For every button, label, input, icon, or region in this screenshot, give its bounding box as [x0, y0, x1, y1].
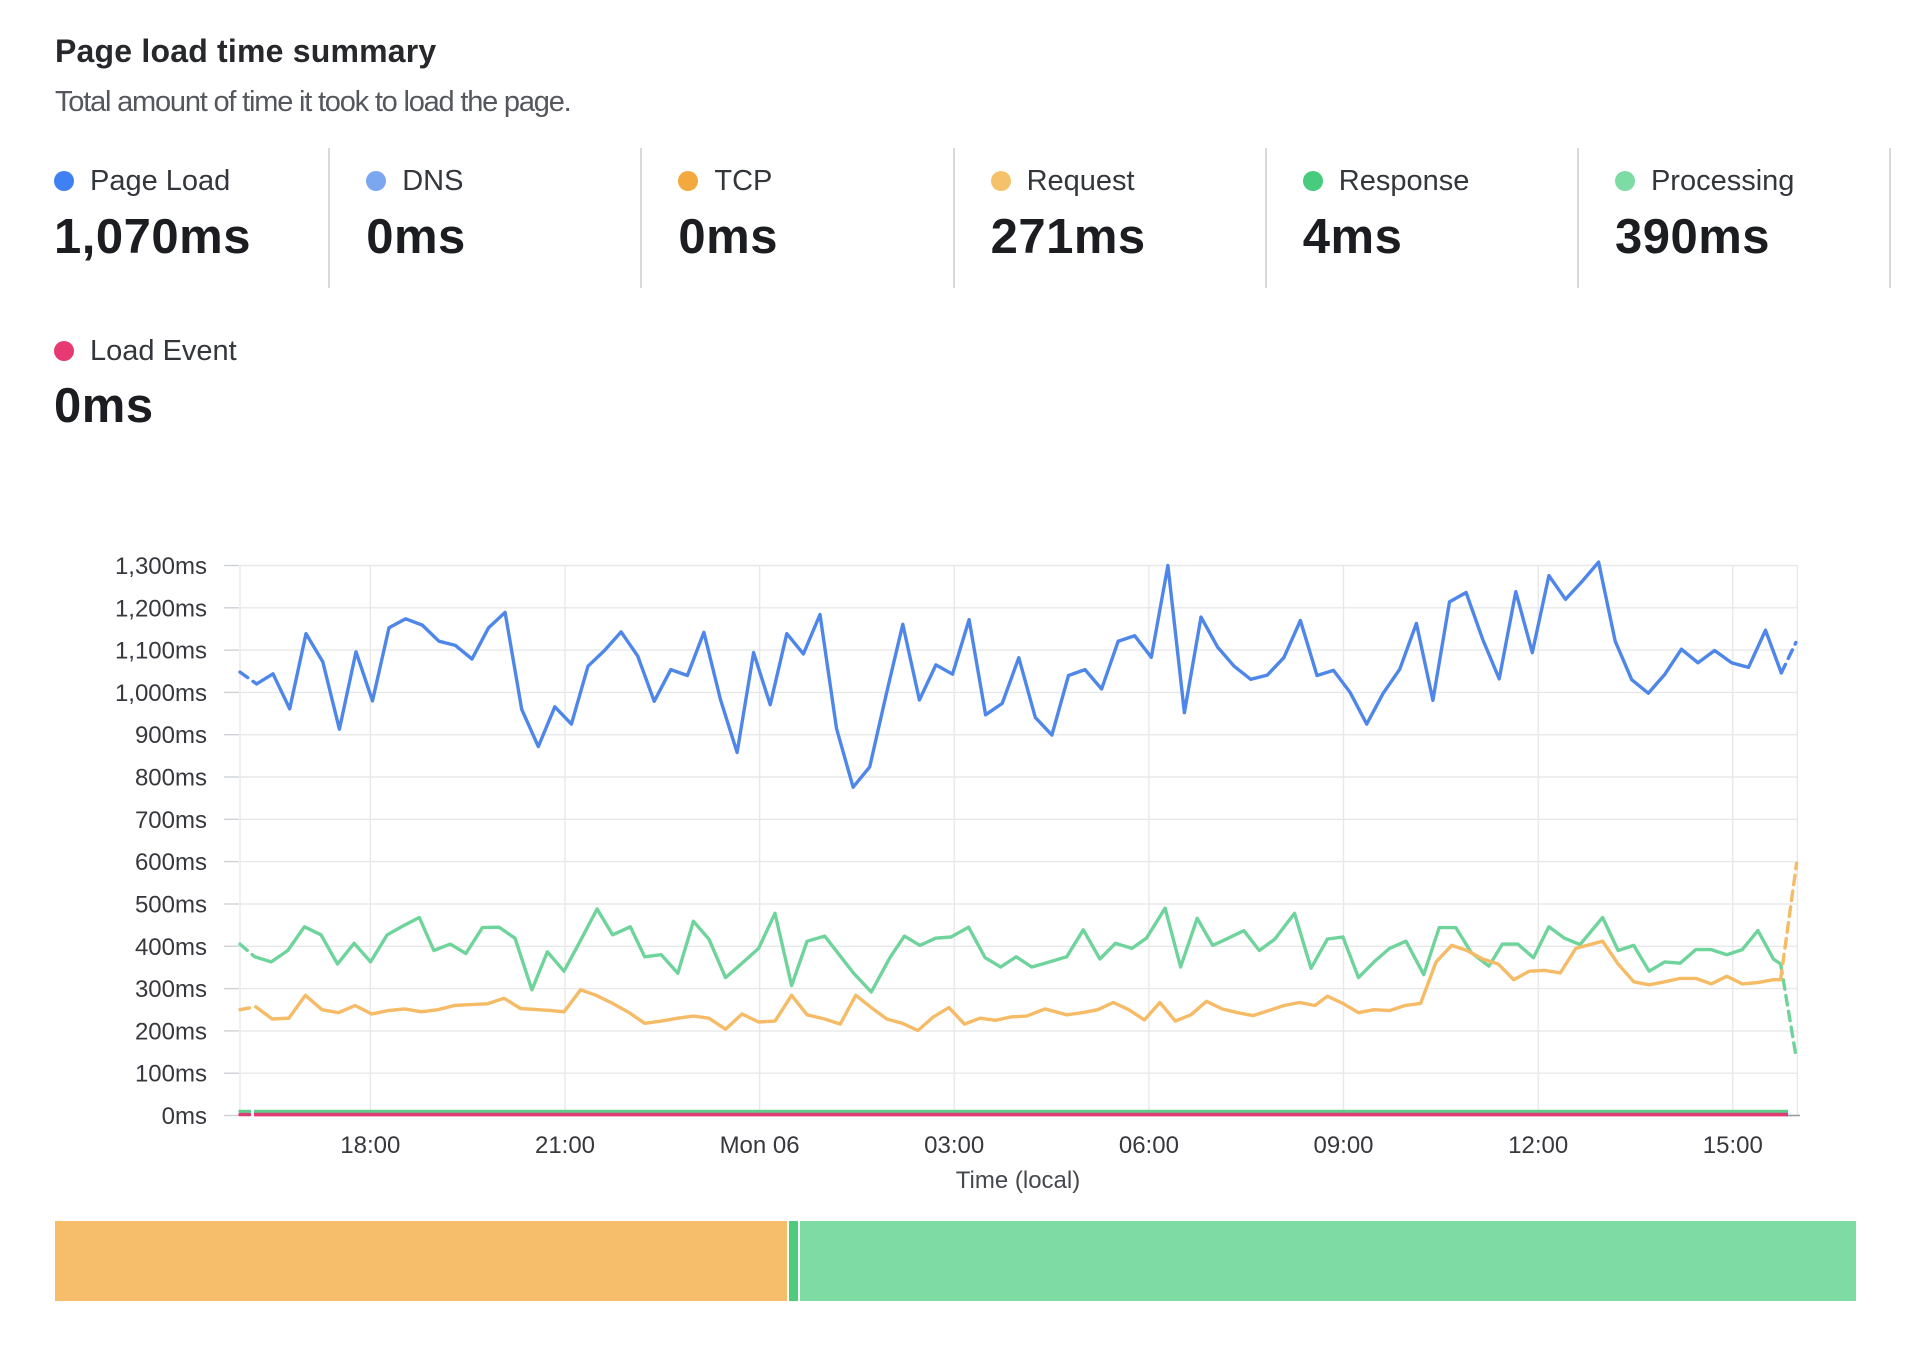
svg-text:Mon 06: Mon 06: [720, 1132, 800, 1159]
svg-text:15:00: 15:00: [1703, 1132, 1763, 1159]
svg-text:400ms: 400ms: [135, 934, 207, 961]
svg-text:06:00: 06:00: [1119, 1132, 1179, 1159]
svg-text:900ms: 900ms: [135, 722, 207, 749]
svg-text:1,200ms: 1,200ms: [115, 595, 207, 622]
svg-text:500ms: 500ms: [135, 892, 207, 919]
svg-text:09:00: 09:00: [1313, 1132, 1373, 1159]
svg-text:18:00: 18:00: [340, 1132, 400, 1159]
svg-text:200ms: 200ms: [135, 1018, 207, 1045]
svg-text:1,300ms: 1,300ms: [115, 553, 207, 580]
svg-text:1,100ms: 1,100ms: [115, 638, 207, 665]
svg-text:03:00: 03:00: [924, 1132, 984, 1159]
svg-text:800ms: 800ms: [135, 765, 207, 792]
svg-text:300ms: 300ms: [135, 976, 207, 1003]
svg-text:600ms: 600ms: [135, 849, 207, 876]
svg-text:Time (local): Time (local): [956, 1167, 1080, 1194]
svg-text:12:00: 12:00: [1508, 1132, 1568, 1159]
svg-text:0ms: 0ms: [162, 1103, 207, 1130]
svg-text:1,000ms: 1,000ms: [115, 680, 207, 707]
svg-text:700ms: 700ms: [135, 807, 207, 834]
svg-text:100ms: 100ms: [135, 1061, 207, 1088]
svg-text:21:00: 21:00: [535, 1132, 595, 1159]
